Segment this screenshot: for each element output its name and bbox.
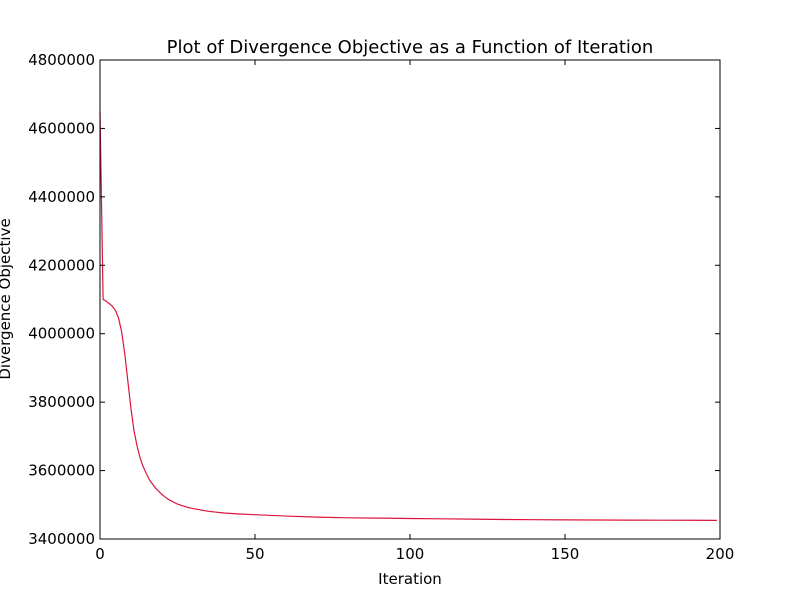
x-tick-label: 200 [706, 545, 735, 563]
x-tick-label: 50 [245, 545, 264, 563]
plot-frame [99, 59, 721, 540]
y-tick-label: 3600000 [28, 462, 95, 480]
y-axis-label: Divergence Objective [0, 218, 14, 379]
y-tick-label: 4600000 [28, 119, 95, 137]
y-tick-label: 4000000 [28, 325, 95, 343]
series-line [99, 111, 717, 521]
ticks-layer: 0 50 100 150 200 3400000 3600000 3800000 4000000… [28, 51, 734, 563]
y-tick-label: 4800000 [28, 51, 95, 69]
y-tick-label: 3800000 [28, 393, 95, 411]
x-tick-label: 0 [95, 545, 105, 563]
y-tick-label: 4400000 [28, 188, 95, 206]
x-tick-label: 150 [551, 545, 580, 563]
chart-title: Plot of Divergence Objective as a Functi… [167, 37, 654, 58]
series-layer [99, 111, 717, 521]
x-tick-label: 100 [396, 545, 425, 563]
y-tick-label: 4200000 [28, 256, 95, 274]
y-tick-label: 3400000 [28, 530, 95, 548]
x-axis-label: Iteration [378, 570, 442, 588]
